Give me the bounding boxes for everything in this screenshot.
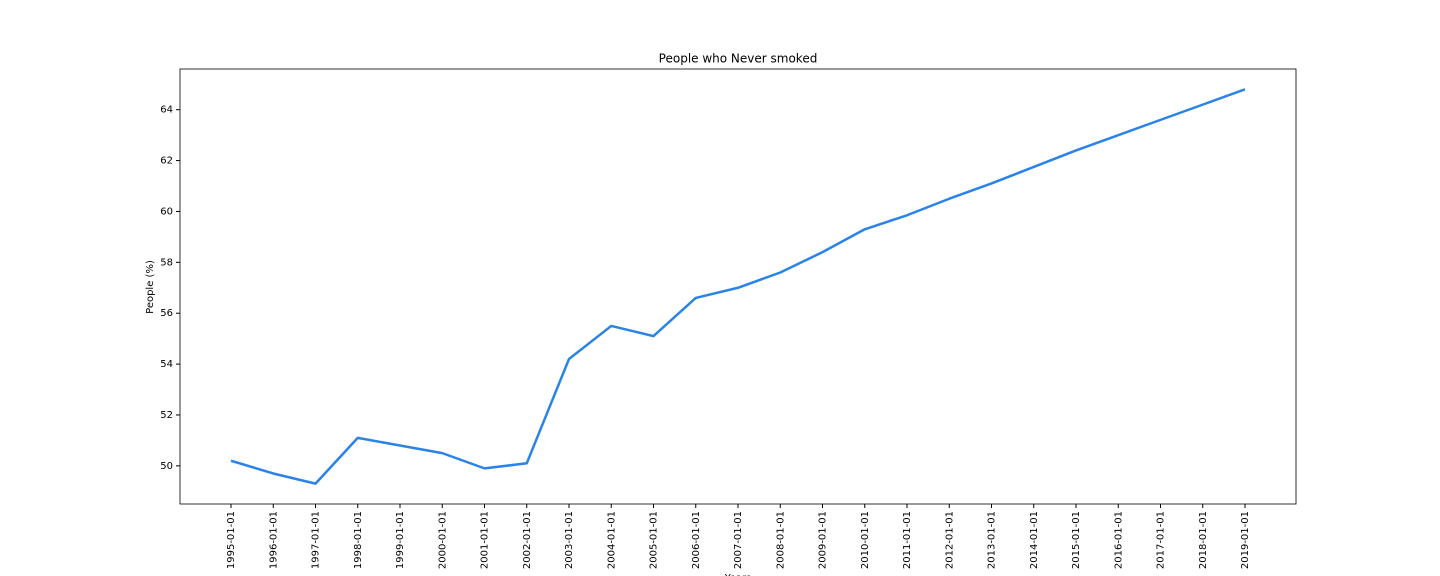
x-tick-label: 1997-01-01	[311, 511, 322, 569]
x-tick-label: 2016-01-01	[1113, 511, 1124, 569]
x-tick-label: 2001-01-01	[480, 511, 491, 569]
x-tick-label: 2015-01-01	[1071, 511, 1082, 569]
x-tick-label: 2018-01-01	[1198, 511, 1209, 569]
y-tick-label: 50	[160, 461, 173, 472]
y-tick-label: 62	[160, 156, 173, 167]
x-tick-label: 2005-01-01	[649, 511, 660, 569]
x-tick-label: 2007-01-01	[733, 511, 744, 569]
data-line	[230, 88, 1246, 485]
x-tick-label: 2002-01-01	[522, 511, 533, 569]
x-tick-label: 2019-01-01	[1240, 511, 1251, 569]
x-tick-label: 2011-01-01	[902, 511, 913, 569]
chart-title: People who Never smoked	[659, 52, 818, 66]
x-tick-label: 2006-01-01	[691, 511, 702, 569]
y-tick-label: 64	[160, 105, 173, 116]
y-tick-label: 54	[160, 359, 173, 370]
x-axis-label: Years	[724, 573, 751, 576]
y-tick-label: 56	[160, 308, 173, 319]
x-tick-label: 1995-01-01	[226, 511, 237, 569]
y-tick-label: 52	[160, 410, 173, 421]
y-axis-label: People (%)	[145, 260, 156, 314]
x-tick-label: 1996-01-01	[268, 511, 279, 569]
x-tick-label: 2012-01-01	[944, 511, 955, 569]
y-tick-label: 60	[160, 206, 173, 217]
x-tick-label: 2014-01-01	[1029, 511, 1040, 569]
x-tick-label: 2017-01-01	[1156, 511, 1167, 569]
x-tick-label: 2008-01-01	[775, 511, 786, 569]
x-tick-label: 1999-01-01	[395, 511, 406, 569]
x-tick-label: 1998-01-01	[353, 511, 364, 569]
x-tick-label: 2013-01-01	[987, 511, 998, 569]
x-tick-label: 2004-01-01	[606, 511, 617, 569]
x-tick-label: 2010-01-01	[860, 511, 871, 569]
x-tick-label: 2003-01-01	[564, 511, 575, 569]
x-tick-label: 2000-01-01	[437, 511, 448, 569]
y-tick-label: 58	[160, 257, 173, 268]
x-tick-label: 2009-01-01	[818, 511, 829, 569]
